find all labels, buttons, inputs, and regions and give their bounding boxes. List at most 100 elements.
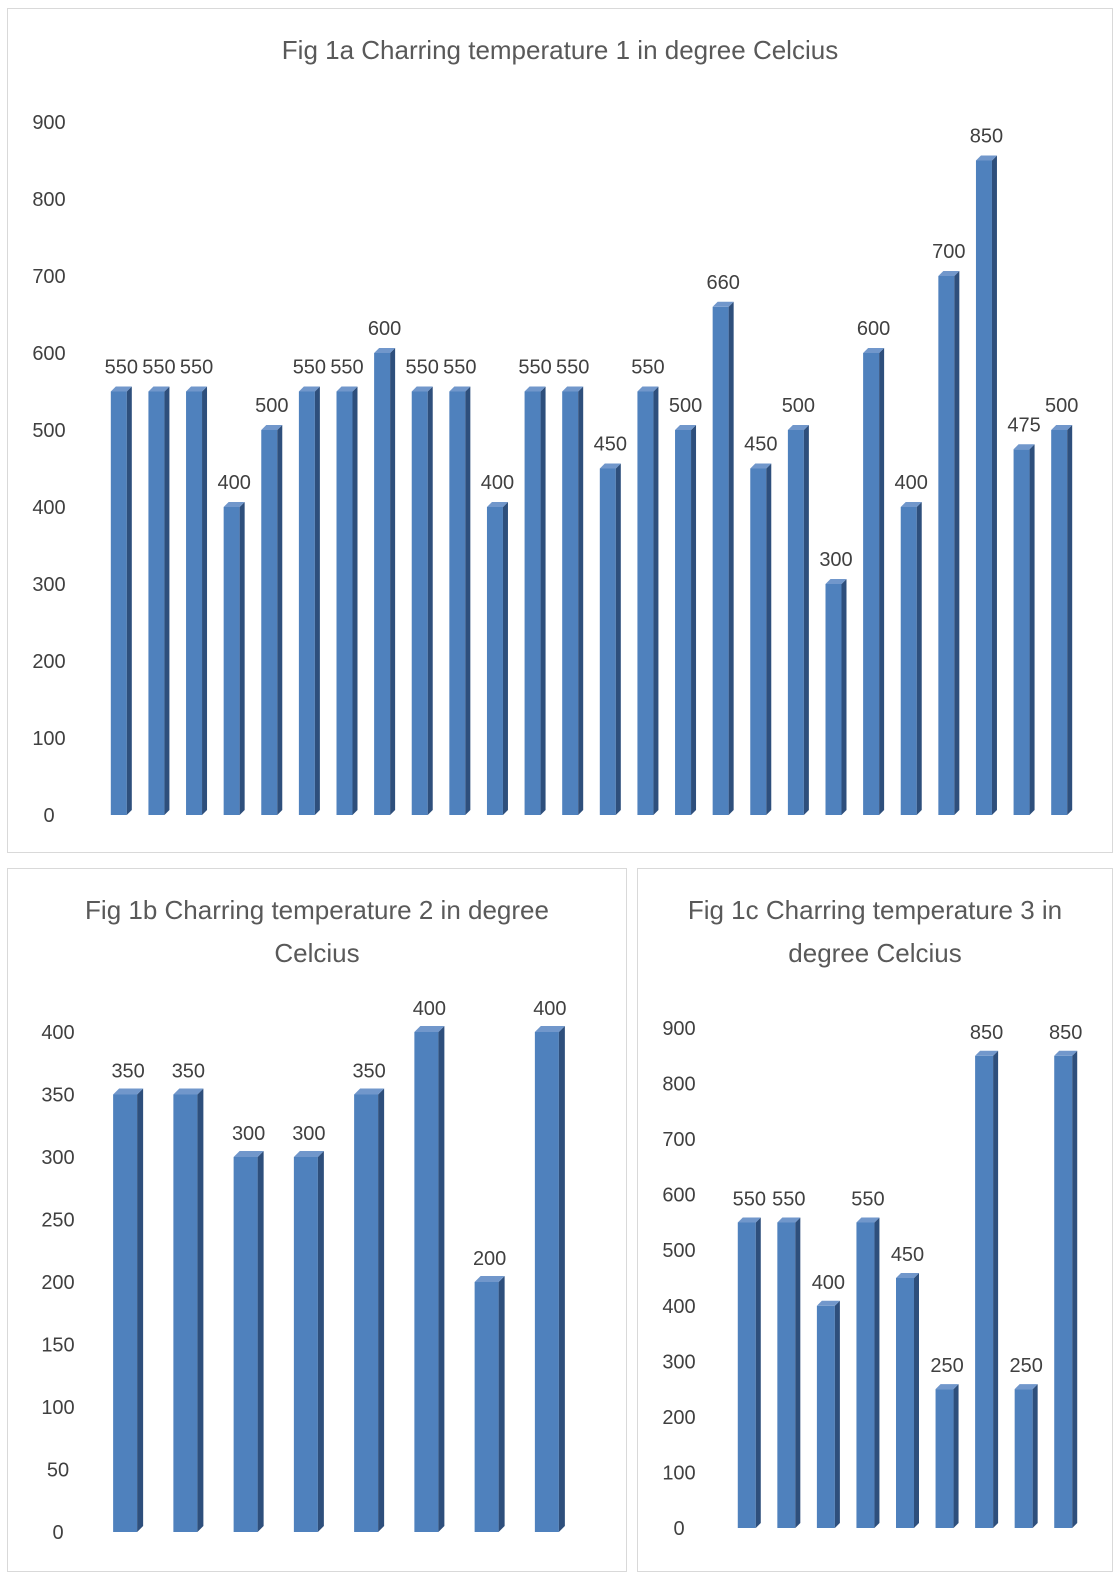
bar — [712, 301, 734, 815]
data-label: 550 — [631, 357, 664, 379]
bar-side — [558, 1026, 565, 1532]
bar — [816, 1300, 840, 1528]
bar-top — [233, 1151, 264, 1157]
bar-side — [257, 1151, 264, 1532]
bar-side — [277, 425, 283, 815]
data-label: 600 — [368, 318, 401, 340]
bar-top — [975, 155, 997, 161]
bar-side — [498, 1276, 505, 1532]
bar-top — [896, 1273, 919, 1278]
data-label: 450 — [744, 434, 777, 456]
bar-front — [900, 507, 917, 815]
bar-front — [293, 1157, 318, 1532]
y-tick-label: 400 — [32, 497, 65, 519]
bar — [637, 386, 659, 815]
bar-side — [615, 463, 621, 815]
bar-top — [712, 301, 734, 307]
bar — [675, 425, 697, 815]
chart-panel-fig1a: Fig 1a Charring temperature 1 in degree … — [7, 8, 1113, 853]
y-tick-label: 600 — [662, 1185, 695, 1207]
bar — [186, 386, 208, 815]
data-label: 550 — [772, 1188, 805, 1210]
bar-side — [390, 348, 396, 815]
bar — [148, 386, 170, 815]
bar — [975, 155, 997, 815]
bar-front — [856, 1222, 875, 1528]
bar — [777, 1217, 801, 1528]
bar-side — [126, 386, 132, 815]
data-label: 400 — [533, 998, 566, 1020]
data-label: 250 — [930, 1355, 963, 1377]
bar-front — [975, 160, 992, 815]
bar-front — [1054, 1055, 1073, 1528]
bar-side — [239, 502, 245, 815]
bar — [863, 348, 885, 815]
bar-side — [502, 502, 508, 815]
bar — [534, 1026, 565, 1532]
bar-top — [173, 1088, 204, 1095]
y-tick-label: 100 — [662, 1462, 695, 1484]
bar-side — [766, 463, 772, 815]
bar-side — [465, 386, 471, 815]
bar-front — [787, 430, 804, 815]
bar — [233, 1151, 264, 1532]
bar-top — [863, 348, 885, 353]
bar-side — [653, 386, 659, 815]
bar-top — [336, 386, 358, 392]
bar — [975, 1050, 999, 1528]
bar — [750, 463, 772, 815]
bar-top — [293, 1151, 324, 1157]
y-tick-label: 200 — [41, 1272, 74, 1294]
bar-side — [1029, 444, 1035, 815]
y-tick-label: 700 — [32, 266, 65, 288]
bar-top — [750, 463, 772, 469]
bar-front — [110, 391, 127, 815]
bar-side — [540, 386, 546, 815]
bar — [1014, 1384, 1038, 1528]
y-tick-label: 200 — [32, 651, 65, 673]
bar-front — [825, 584, 842, 815]
bar-front — [233, 1157, 258, 1532]
bar-top — [1014, 1384, 1038, 1390]
bar-side — [427, 386, 433, 815]
data-label: 200 — [473, 1248, 506, 1270]
data-label: 550 — [733, 1188, 766, 1210]
bar-top — [474, 1276, 505, 1282]
bar-top — [787, 425, 809, 430]
data-label: 850 — [970, 126, 1003, 148]
bar-top — [856, 1217, 880, 1223]
bar-front — [474, 1282, 499, 1532]
data-label: 550 — [406, 357, 439, 379]
chart-title: Fig 1b Charring temperature 2 in degree … — [85, 895, 549, 968]
bar — [1054, 1050, 1078, 1528]
bar — [414, 1026, 445, 1532]
bar-front — [599, 468, 616, 815]
bar — [223, 502, 245, 815]
bar-top — [411, 386, 433, 392]
bar-side — [728, 301, 734, 815]
bar — [935, 1384, 959, 1528]
data-label: 550 — [443, 357, 476, 379]
bar-front — [113, 1094, 138, 1532]
bar-front — [737, 1222, 756, 1528]
chart-plot-fig1b: 0 50 100 150 200 250 300 350 400 350 350 300 300 350 4… — [41, 998, 566, 1544]
chart-plot-fig1c: 0 100 200 300 400 500 600 700 800 900 550 550 400 550… — [662, 1018, 1082, 1540]
data-label: 350 — [172, 1061, 205, 1083]
y-tick-label: 500 — [32, 420, 65, 442]
bar-side — [137, 1088, 144, 1532]
bar — [825, 579, 847, 815]
y-tick-label: 0 — [673, 1518, 684, 1540]
y-tick-label: 50 — [47, 1460, 69, 1482]
data-label: 350 — [352, 1061, 385, 1083]
data-label: 550 — [518, 357, 551, 379]
data-label: 550 — [556, 357, 589, 379]
bar — [293, 1151, 324, 1532]
data-label: 550 — [851, 1188, 884, 1210]
bar-front — [414, 1032, 439, 1532]
y-tick-label: 100 — [41, 1397, 74, 1419]
bar-side — [991, 155, 997, 815]
bar — [486, 502, 508, 815]
bar-top — [414, 1026, 445, 1032]
bar — [411, 386, 433, 815]
bar-side — [914, 1273, 919, 1528]
